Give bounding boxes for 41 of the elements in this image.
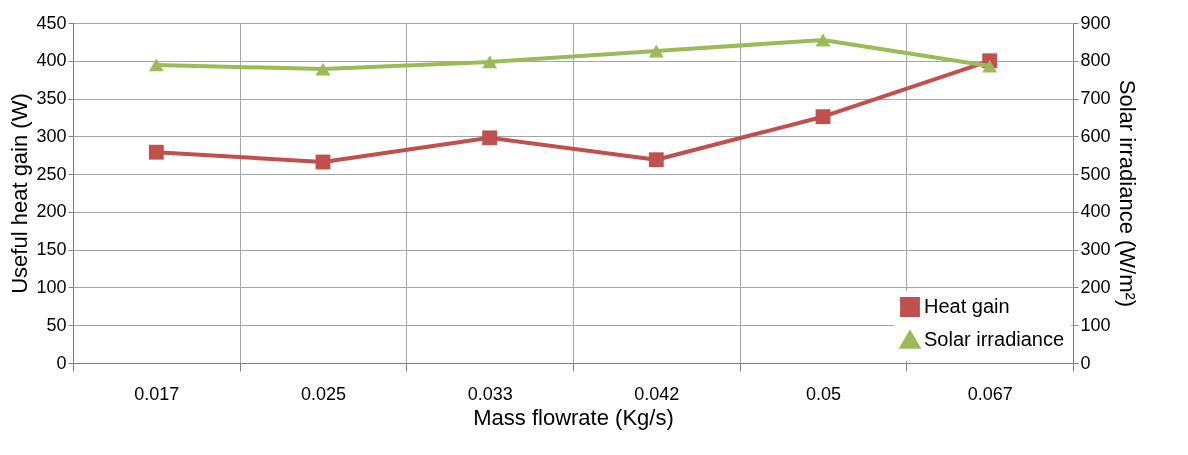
y2-tick-label: 900 xyxy=(1080,12,1111,33)
legend-label: Heat gain xyxy=(924,295,1010,317)
point xyxy=(148,144,164,160)
y-tick-label: 250 xyxy=(36,163,67,184)
y2-tick-label: 500 xyxy=(1080,163,1111,184)
y2-axis-title: Solar irradiance (W/m²) xyxy=(1114,79,1140,308)
y2-tick-label: 400 xyxy=(1080,201,1111,222)
y-axis-title: Useful heat gain (W) xyxy=(7,93,33,294)
point xyxy=(982,59,998,73)
y2-tick-label: 600 xyxy=(1080,125,1111,146)
point xyxy=(315,62,331,76)
x-tick-label: 0.017 xyxy=(134,383,180,404)
x-axis-title: Mass flowrate (Kg/s) xyxy=(473,404,674,430)
point xyxy=(815,33,831,47)
point xyxy=(482,130,498,146)
x-tick-label: 0.025 xyxy=(300,383,347,404)
x-tick-label: 0.033 xyxy=(467,383,513,404)
point xyxy=(815,109,831,125)
y-tick-label: 300 xyxy=(36,125,67,146)
y2-tick-label: 700 xyxy=(1080,88,1111,109)
y2-tick-label: 200 xyxy=(1080,276,1111,297)
y-tick-label: 450 xyxy=(36,12,67,33)
y-tick-label: 200 xyxy=(36,201,67,222)
y-tick-label: 150 xyxy=(36,239,67,260)
y-tick-label: 400 xyxy=(36,50,67,71)
y2-tick-label: 800 xyxy=(1080,50,1111,71)
y-tick-label: 100 xyxy=(36,276,67,297)
point xyxy=(482,55,498,69)
y2-tick-label: 100 xyxy=(1080,314,1111,335)
y2-tick-label: 300 xyxy=(1080,239,1111,260)
y-tick-label: 0 xyxy=(56,352,67,373)
point xyxy=(648,152,664,168)
y-tick-label: 350 xyxy=(36,88,67,109)
x-tick-label: 0.05 xyxy=(805,383,842,404)
point xyxy=(148,58,164,72)
y2-tick-label: 0 xyxy=(1080,352,1091,373)
x-tick-label: 0.067 xyxy=(967,383,1013,404)
legend-label: Solar irradiance xyxy=(924,328,1065,350)
point xyxy=(648,44,664,58)
x-tick-label: 0.042 xyxy=(634,383,680,404)
y-tick-label: 50 xyxy=(46,314,67,335)
